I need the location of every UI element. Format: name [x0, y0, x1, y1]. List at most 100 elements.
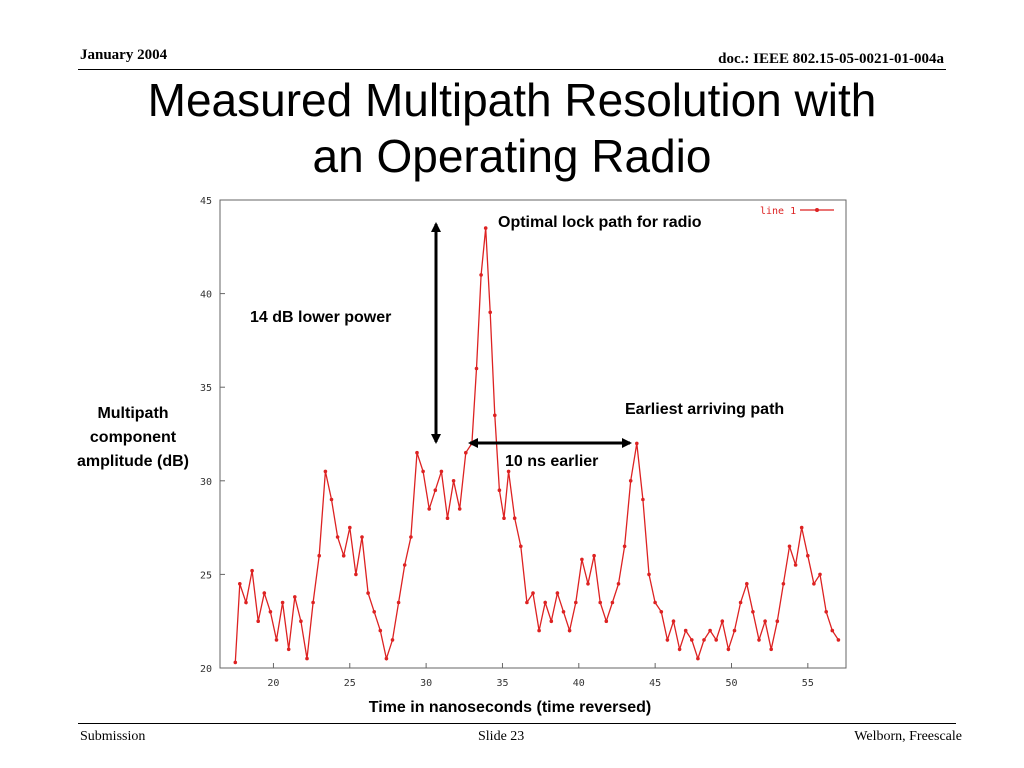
data-point — [390, 638, 395, 642]
data-point — [702, 638, 706, 642]
data-point — [433, 488, 438, 493]
data-point — [616, 582, 621, 586]
data-point — [396, 600, 401, 605]
annotation-time-difference: 10 ns earlier — [505, 453, 599, 470]
x-tick-label: 40 — [573, 678, 585, 689]
data-point — [647, 572, 651, 577]
data-point — [341, 553, 346, 558]
data-point — [348, 525, 352, 530]
x-tick-label: 45 — [649, 678, 661, 689]
data-point — [525, 600, 529, 605]
data-point — [537, 628, 541, 633]
x-tick-label: 25 — [344, 678, 356, 689]
data-point — [677, 647, 682, 652]
data-point — [818, 572, 822, 577]
data-point — [360, 535, 364, 539]
y-tick-label: 35 — [200, 383, 212, 394]
data-point — [610, 600, 615, 605]
data-point — [567, 628, 572, 633]
data-point — [402, 563, 407, 567]
header-date: January 2004 — [80, 47, 168, 63]
legend-marker-sample — [815, 208, 819, 212]
data-point — [824, 610, 828, 614]
data-point — [708, 628, 712, 633]
data-point — [830, 628, 835, 633]
data-point — [836, 638, 841, 642]
data-point — [580, 557, 584, 562]
data-point — [323, 469, 328, 474]
data-point — [696, 656, 700, 661]
data-point — [726, 647, 731, 652]
data-point — [250, 568, 254, 573]
series-line — [234, 228, 839, 663]
data-point — [543, 600, 547, 605]
x-axis-label: Time in nanoseconds (time reversed) — [368, 699, 652, 716]
data-point — [598, 600, 602, 605]
data-point — [519, 544, 523, 549]
data-point — [549, 619, 554, 623]
data-point — [512, 516, 517, 520]
x-tick-label: 20 — [267, 678, 279, 689]
y-tick-label: 20 — [200, 664, 212, 675]
data-point — [793, 563, 798, 567]
y-tick-label: 25 — [200, 570, 212, 581]
data-point — [244, 600, 248, 605]
data-point — [812, 582, 816, 586]
data-point — [445, 516, 450, 520]
data-point — [641, 497, 645, 502]
header-divider — [78, 69, 946, 70]
data-point — [745, 582, 749, 586]
footer-divider — [78, 723, 956, 724]
data-point — [493, 413, 497, 418]
data-point — [671, 619, 676, 623]
data-point — [787, 544, 792, 549]
data-point — [757, 638, 761, 642]
data-point — [474, 366, 479, 371]
data-point — [329, 497, 334, 502]
data-point — [690, 638, 694, 642]
data-point — [268, 610, 273, 614]
annotation-optimal-lock-path: Optimal lock path for radio — [498, 214, 702, 231]
x-tick-label: 55 — [802, 678, 814, 689]
data-point — [659, 610, 664, 614]
data-point — [366, 591, 370, 595]
data-point — [604, 619, 609, 623]
data-point — [592, 553, 596, 558]
data-point — [262, 591, 267, 595]
data-point — [738, 600, 743, 605]
annotation-power-difference: 14 dB lower power — [250, 309, 392, 326]
data-point — [286, 647, 291, 652]
legend-label: line 1 — [760, 206, 796, 217]
data-point — [720, 619, 725, 623]
header-doc-id: doc.: IEEE 802.15-05-0021-01-004a — [718, 51, 944, 67]
data-point — [714, 638, 718, 642]
slide-title-line-2: an Operating Radio — [312, 130, 712, 182]
data-point — [451, 479, 456, 483]
data-point — [378, 628, 383, 633]
data-point — [299, 619, 303, 623]
data-point — [574, 600, 578, 605]
y-axis-label: Multipath component amplitude (dB) — [77, 405, 189, 470]
data-point — [622, 544, 627, 549]
data-point — [665, 638, 670, 642]
x-tick-label: 35 — [496, 678, 508, 689]
footer-slide-number: Slide 23 — [478, 729, 525, 744]
data-point — [421, 469, 425, 474]
data-point — [506, 469, 511, 474]
y-tick-label: 30 — [200, 477, 212, 488]
data-point — [238, 582, 242, 586]
x-tick-label: 50 — [725, 678, 737, 689]
data-point — [384, 656, 389, 661]
data-point — [317, 553, 322, 558]
data-point — [457, 507, 462, 511]
data-point — [274, 638, 279, 642]
data-point — [439, 469, 444, 474]
data-point — [502, 516, 506, 520]
data-point — [488, 310, 493, 315]
y-tick-label: 45 — [200, 196, 212, 207]
x-tick-label: 30 — [420, 678, 432, 689]
data-point — [531, 591, 535, 595]
data-point — [775, 619, 780, 623]
data-point — [653, 600, 657, 605]
